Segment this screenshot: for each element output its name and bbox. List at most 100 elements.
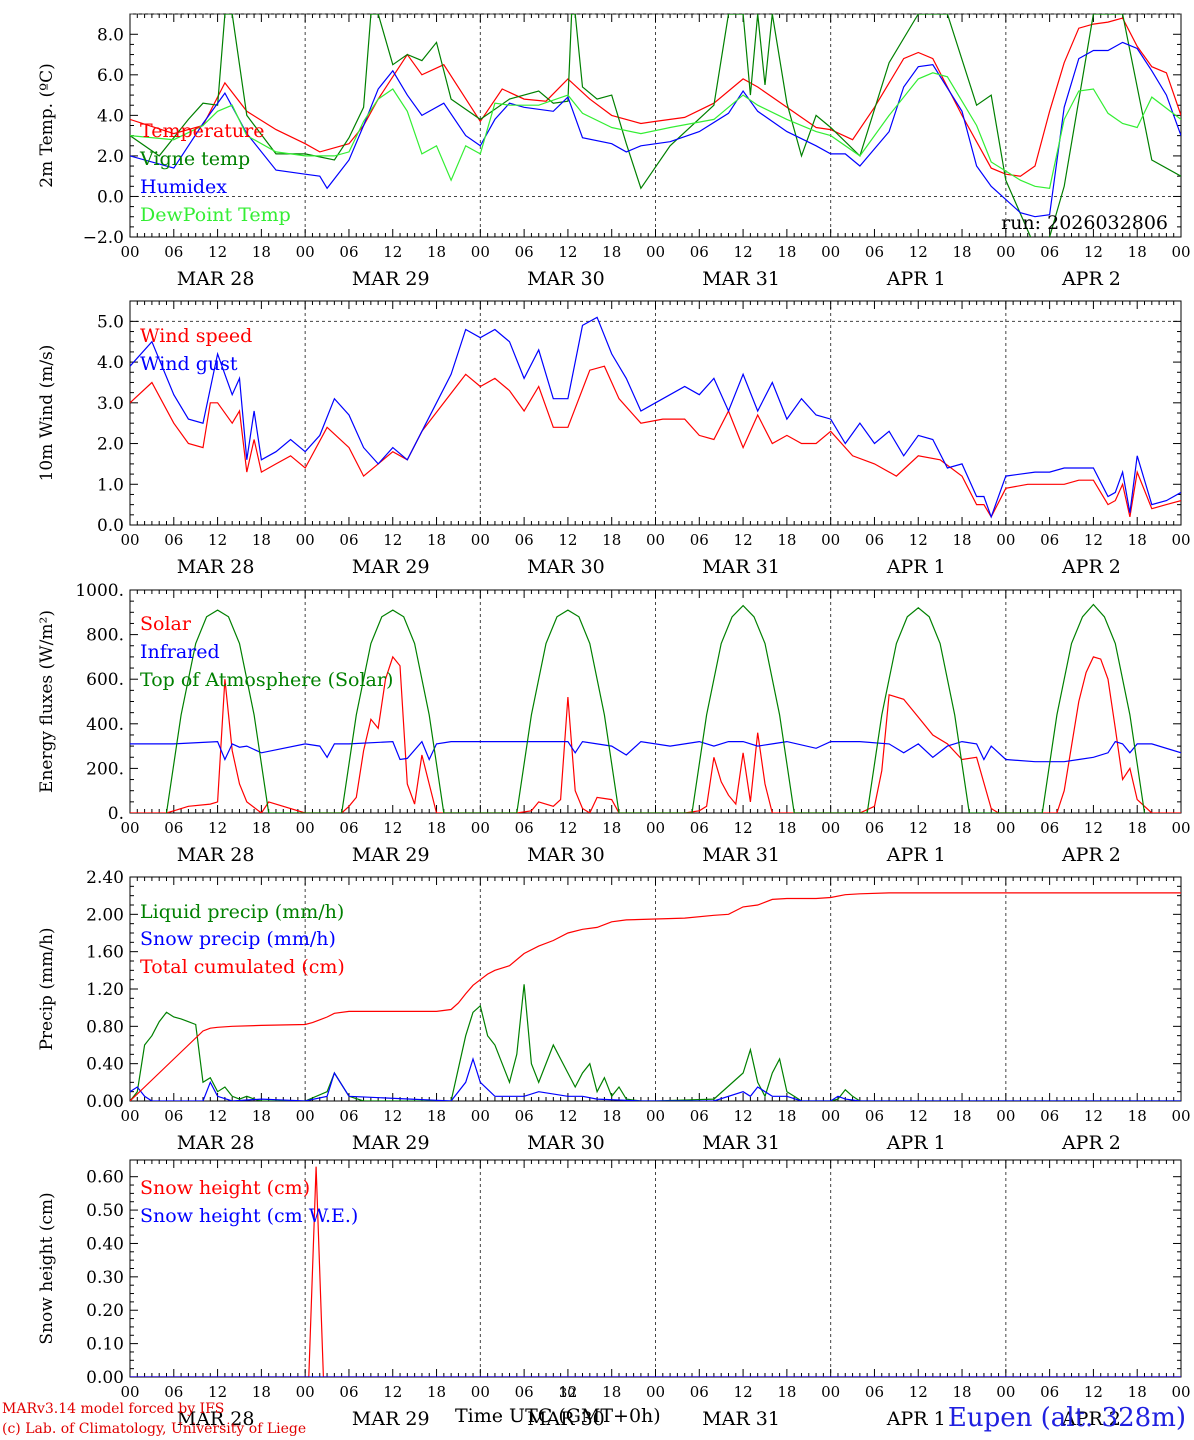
x-tick-label: 12 [558,819,577,837]
x-tick-label: 18 [602,531,621,549]
x-tick-label: 18 [952,1383,971,1401]
x-tick-label: 12 [1084,1383,1103,1401]
x-tick-label: 00 [120,819,139,837]
x-tick-label: 00 [646,1107,665,1125]
x-tick-label: 00 [471,1107,490,1125]
x-tick-label: 12 [909,1383,928,1401]
y-axis-label: 2m Temp. (ºC) [37,63,57,188]
plot-frame [129,300,1182,526]
x-tick-label: 06 [1040,819,1059,837]
series-group [130,1166,1181,1377]
x-tick-label: 06 [339,1107,358,1125]
day-label: APR 1 [886,556,946,578]
y-tick-label: 200. [86,759,124,779]
day-label: APR 2 [1061,844,1121,866]
legend-entry: Top of Atmosphere (Solar) [140,669,393,691]
series-line-total-cumulated-cm- [130,892,1181,1101]
x-tick-label: 06 [865,531,884,549]
x-tick-label: 18 [427,1107,446,1125]
y-tick-label: 3.0 [97,394,124,414]
x-tick-label: 00 [1171,1383,1190,1401]
x-tick-label: 18 [777,1107,796,1125]
y-tick-label: 0.60 [86,1168,124,1188]
x-tick-label: 00 [471,819,490,837]
x-tick-label: 12 [383,1107,402,1125]
legend-entry: Wind gust [140,353,238,375]
y-tick-label: 1000. [75,581,124,601]
x-tick-label: 06 [339,1383,358,1401]
x-tick-label: 06 [865,243,884,261]
x-tick-label: 00 [471,1383,490,1401]
x-tick-label: 00 [120,1383,139,1401]
x-tick-label: 18 [952,531,971,549]
x-tick-label: 12 [1084,1107,1103,1125]
x-tick-label: 18 [1128,1383,1147,1401]
x-tick-label: 00 [821,243,840,261]
y-tick-label: 2.0 [97,147,124,167]
y-tick-label: 0.50 [86,1201,124,1221]
x-tick-label: 12 [734,1107,753,1125]
x-tick-label: 12 [208,531,227,549]
legend-entry: Vigne temp [139,148,250,170]
x-tick-label: 00 [296,243,315,261]
x-tick-label: 18 [952,243,971,261]
day-label: MAR 28 [177,1408,255,1430]
y-tick-label: 1.0 [97,475,124,495]
day-label: MAR 30 [527,268,605,290]
x-tick-label: 00 [471,531,490,549]
series-line-liquid-precip-mm-h- [130,984,1181,1101]
y-tick-label: 5.0 [97,312,124,332]
x-tick-label: 00 [821,1107,840,1125]
x-tick-label: 06 [1040,1107,1059,1125]
x-tick-label: 18 [777,819,796,837]
series-line-snow-precip-mm-h- [130,1056,1181,1101]
y-tick-label: 0.30 [86,1268,124,1288]
x-tick-label: 06 [164,531,183,549]
x-tick-label: 18 [427,531,446,549]
x-tick-label: 00 [996,1383,1015,1401]
x-tick-label: 06 [339,531,358,549]
x-tick-label: 12 [558,531,577,549]
y-tick-label: 4.0 [97,353,124,373]
x-tick-label: 12 [208,1107,227,1125]
series-line-snow-height-cm- [130,1166,1181,1377]
y-tick-label: 4.0 [97,106,124,126]
y-tick-label: −2.0 [83,228,124,248]
legend-entry: Infrared [140,641,220,663]
y-tick-label: 2.00 [86,905,124,925]
x-tick-label: 06 [1040,1383,1059,1401]
day-label: MAR 31 [702,556,780,578]
panel-energy-fluxes: 00 06 12 18 00 06 12 18 00 06 12 18 00 06 12 18 00 06 12 18… [37,581,1191,866]
series-line-wind-gust [130,316,1181,519]
series-line-dewpoint-temp [130,72,1181,189]
day-label: APR 2 [1061,268,1121,290]
y-tick-label: 1.60 [86,943,124,963]
x-tick-label: 00 [296,1107,315,1125]
x-tick-label: 12 [383,1383,402,1401]
x-tick-label: 00 [996,1107,1015,1125]
series-line-top-of-atmosphere-solar- [165,603,1146,813]
panel-10m-wind: 00 06 12 18 00 06 12 18 00 06 12 18 00 06 12 18 00 06 12 18… [37,300,1191,578]
x-tick-label: 12 [1084,531,1103,549]
legend-entry: Humidex [140,176,227,198]
x-tick-label: 18 [252,1107,271,1125]
x-tick-label: 00 [1171,1107,1190,1125]
x-tick-label: 00 [1171,819,1190,837]
x-tick-label: 06 [1040,243,1059,261]
day-label: MAR 30 [527,1408,605,1430]
day-label: MAR 29 [352,268,430,290]
x-tick-label: 06 [515,819,534,837]
x-tick-label: 18 [1128,819,1147,837]
x-tick-label: 06 [690,1107,709,1125]
day-label: APR 1 [886,268,946,290]
x-tick-label: 06 [339,243,358,261]
x-tick-label: 00 [646,1383,665,1401]
x-tick-label: 06 [690,531,709,549]
model-credit: MARv3.14 model forced by IFS [2,1401,225,1417]
y-tick-label: 1.20 [86,980,124,1000]
x-tick-label: 06 [690,819,709,837]
x-tick-label: 12 [383,819,402,837]
y-tick-label: 0.00 [86,1368,124,1388]
day-label: MAR 30 [527,1132,605,1154]
y-tick-label: 2.0 [97,435,124,455]
